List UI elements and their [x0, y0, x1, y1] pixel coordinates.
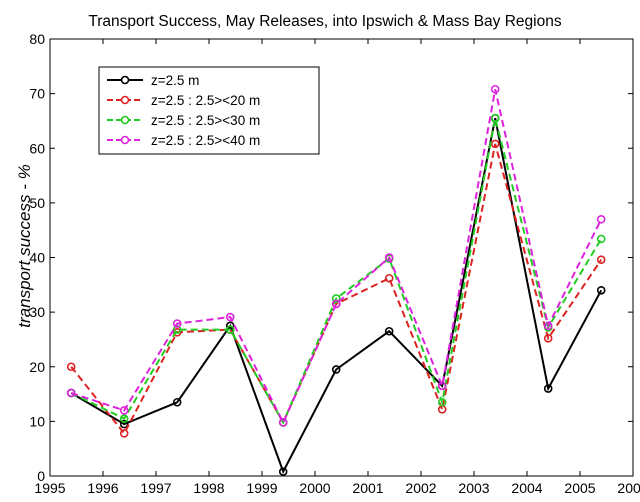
- data-point: [437, 397, 447, 407]
- data-point: [119, 414, 129, 423]
- y-tick-label: 60: [29, 140, 45, 156]
- data-point: [596, 234, 606, 244]
- data-point: [384, 326, 394, 336]
- x-tick-label: 2001: [352, 480, 383, 496]
- series-line-3: [70, 117, 603, 425]
- y-tick-label: 80: [29, 31, 45, 47]
- y-tick-label: 70: [29, 86, 45, 102]
- data-point: [596, 285, 606, 295]
- legend-label: z=2.5 : 2.5><40 m: [151, 133, 260, 148]
- legend-label: z=2.5 m: [151, 73, 199, 88]
- data-point: [596, 255, 606, 264]
- y-tick-label: 20: [29, 359, 45, 375]
- data-point: [543, 334, 553, 343]
- data-point: [119, 429, 129, 438]
- data-point: [331, 365, 341, 374]
- x-tick-label: 2006: [617, 480, 640, 496]
- y-tick-label: 50: [29, 195, 45, 211]
- data-point: [225, 312, 235, 322]
- y-tick-label: 0: [37, 468, 45, 484]
- x-tick-label: 1999: [246, 480, 277, 496]
- data-point: [331, 299, 341, 309]
- legend-marker: [120, 75, 130, 85]
- data-point: [66, 362, 76, 372]
- x-tick-label: 2002: [405, 480, 436, 496]
- legend-label: z=2.5 : 2.5><30 m: [151, 113, 260, 128]
- data-point: [596, 214, 606, 224]
- x-tick-label: 1997: [140, 480, 171, 496]
- y-tick-label: 10: [29, 413, 45, 429]
- data-point: [172, 328, 182, 337]
- plot-area: 1995 1996 1997 1998 1999 2000 2001 2002 2003 2004…: [29, 31, 640, 496]
- data-point: [172, 397, 182, 407]
- x-tick-label: 2003: [458, 480, 489, 496]
- data-point: [225, 325, 235, 334]
- chart-title: Transport Success, May Releases, into Ip…: [88, 13, 561, 30]
- x-tick-label: 1996: [87, 480, 118, 496]
- legend-marker: [120, 95, 130, 105]
- x-tick-label: 2004: [511, 480, 542, 496]
- x-tick-label: 2000: [299, 480, 330, 496]
- data-point: [119, 419, 129, 429]
- series-line-2: [70, 143, 603, 436]
- x-tick-label: 1998: [193, 480, 224, 496]
- legend-label: z=2.5 : 2.5><20 m: [151, 93, 260, 108]
- data-point: [490, 113, 500, 123]
- data-point: [543, 384, 553, 393]
- data-point: [278, 467, 288, 476]
- y-tick-label: 40: [29, 250, 45, 266]
- data-point: [490, 139, 500, 149]
- legend-marker: [120, 115, 130, 125]
- data-point: [384, 273, 394, 283]
- x-tick-label: 1995: [34, 480, 65, 496]
- x-tick-label: 2005: [564, 480, 595, 496]
- data-point: [437, 381, 447, 391]
- y-axis-label: transport success - %: [15, 164, 34, 327]
- data-point: [384, 253, 394, 262]
- data-point: [543, 321, 553, 331]
- data-point: [278, 418, 288, 427]
- data-point: [172, 325, 182, 334]
- data-point: [66, 388, 76, 398]
- legend-marker: [120, 135, 130, 145]
- data-point: [490, 84, 500, 94]
- y-tick-label: 30: [29, 304, 45, 320]
- data-point: [119, 406, 129, 415]
- data-point: [331, 294, 341, 303]
- series-line-4: [70, 89, 603, 425]
- legend-box: [98, 66, 320, 155]
- data-point: [172, 319, 182, 328]
